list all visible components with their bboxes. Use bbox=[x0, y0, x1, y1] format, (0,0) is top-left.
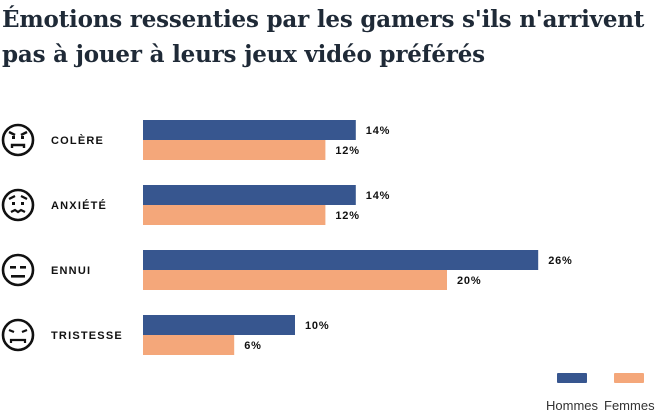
sad-face-icon bbox=[1, 318, 35, 352]
bar-hommes-tristesse bbox=[143, 315, 295, 335]
legend-swatch-hommes bbox=[557, 373, 587, 383]
legend: Hommes Femmes bbox=[546, 373, 655, 413]
category-label-colere: COLÈRE bbox=[51, 134, 104, 147]
legend-item-hommes: Hommes bbox=[546, 373, 598, 413]
value-label-femmes-anxiete: 12% bbox=[335, 210, 359, 222]
value-label-femmes-colere: 12% bbox=[335, 145, 359, 157]
legend-item-femmes: Femmes bbox=[604, 373, 655, 413]
category-label-tristesse: TRISTESSE bbox=[51, 330, 123, 342]
value-label-femmes-ennui: 20% bbox=[457, 275, 481, 287]
bored-face-icon bbox=[1, 253, 35, 287]
anxious-face-icon bbox=[1, 188, 35, 222]
value-label-hommes-colere: 14% bbox=[366, 125, 390, 137]
category-label-anxiete: ANXIÉTÉ bbox=[51, 199, 107, 212]
legend-label-hommes: Hommes bbox=[546, 398, 599, 413]
bar-hommes-colere bbox=[143, 120, 356, 140]
bar-femmes-anxiete bbox=[143, 205, 326, 225]
value-label-hommes-tristesse: 10% bbox=[305, 320, 329, 332]
bar-femmes-colere bbox=[143, 140, 326, 160]
value-label-hommes-ennui: 26% bbox=[548, 255, 572, 267]
category-group-anxiete: ANXIÉTÉ 14% 12% bbox=[1, 185, 390, 225]
category-label-ennui: ENNUI bbox=[51, 265, 91, 277]
legend-swatch-femmes bbox=[614, 373, 645, 383]
category-group-tristesse: TRISTESSE 10% 6% bbox=[1, 315, 329, 355]
value-label-femmes-tristesse: 6% bbox=[244, 340, 262, 352]
category-group-colere: COLÈRE 14% 12% bbox=[1, 120, 390, 160]
angry-face-icon bbox=[1, 123, 35, 157]
bar-femmes-tristesse bbox=[143, 335, 235, 355]
category-group-ennui: ENNUI 26% 20% bbox=[1, 250, 572, 290]
legend-label-femmes: Femmes bbox=[604, 398, 655, 413]
chart-title: Émotions ressenties par les gamers s'ils… bbox=[2, 6, 645, 68]
value-label-hommes-anxiete: 14% bbox=[366, 190, 390, 202]
bar-hommes-anxiete bbox=[143, 185, 356, 205]
bar-femmes-ennui bbox=[143, 270, 447, 290]
bar-hommes-ennui bbox=[143, 250, 539, 270]
